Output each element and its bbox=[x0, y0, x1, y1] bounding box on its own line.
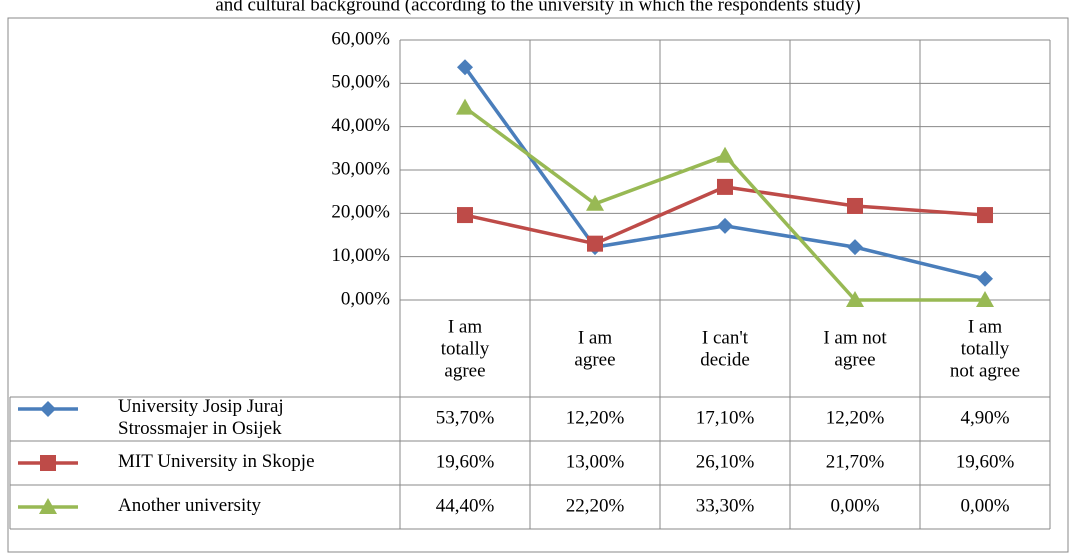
data-point bbox=[717, 178, 733, 195]
data-point bbox=[457, 207, 473, 224]
y-tick-label: 10,00% bbox=[331, 245, 390, 266]
x-tick-label: I am agree bbox=[574, 328, 615, 371]
data-point bbox=[456, 98, 474, 115]
table-value: 0,00% bbox=[830, 495, 879, 516]
table-value: 22,20% bbox=[566, 495, 625, 516]
legend-label: MIT University in Skopje bbox=[118, 451, 315, 472]
table-value: 17,10% bbox=[696, 407, 755, 428]
data-point bbox=[717, 217, 733, 234]
x-tick-label: I can't decide bbox=[700, 328, 750, 371]
y-tick-label: 30,00% bbox=[331, 158, 390, 179]
x-tick-label: I am totally agree bbox=[441, 317, 490, 382]
data-point bbox=[716, 146, 734, 163]
data-point bbox=[846, 291, 864, 307]
data-point bbox=[847, 239, 863, 256]
table-value: 53,70% bbox=[436, 407, 495, 428]
table-value: 26,10% bbox=[696, 451, 755, 472]
table-value: 12,20% bbox=[826, 407, 885, 428]
table-value: 19,60% bbox=[436, 451, 495, 472]
data-point bbox=[586, 194, 604, 211]
legend-marker bbox=[40, 401, 56, 417]
table-value: 4,90% bbox=[960, 407, 1009, 428]
data-point bbox=[587, 235, 603, 252]
data-point bbox=[457, 59, 473, 76]
y-tick-label: 60,00% bbox=[331, 28, 390, 49]
chart-border bbox=[7, 17, 1069, 553]
table-value: 21,70% bbox=[826, 451, 885, 472]
table-value: 12,20% bbox=[566, 407, 625, 428]
data-point bbox=[976, 291, 994, 307]
legend-label: Another university bbox=[118, 495, 262, 516]
legend-marker bbox=[39, 498, 57, 514]
table-value: 0,00% bbox=[960, 495, 1009, 516]
x-tick-label: I am not agree bbox=[823, 328, 887, 371]
y-tick-label: 40,00% bbox=[331, 115, 390, 136]
table-value: 13,00% bbox=[566, 451, 625, 472]
data-point bbox=[847, 197, 863, 214]
chart-title: and cultural background (according to th… bbox=[215, 0, 860, 15]
y-tick-label: 0,00% bbox=[341, 288, 390, 309]
table-value: 19,60% bbox=[956, 451, 1015, 472]
data-point bbox=[977, 207, 993, 224]
data-point bbox=[977, 270, 993, 287]
legend-label: University Josip Juraj Strossmajer in Osi… bbox=[118, 396, 284, 439]
table-value: 44,40% bbox=[436, 495, 495, 516]
x-tick-label: I am totally not agree bbox=[950, 317, 1020, 382]
y-tick-label: 50,00% bbox=[331, 72, 390, 93]
y-tick-label: 20,00% bbox=[331, 202, 390, 223]
legend-marker bbox=[40, 455, 56, 471]
table-value: 33,30% bbox=[696, 495, 755, 516]
